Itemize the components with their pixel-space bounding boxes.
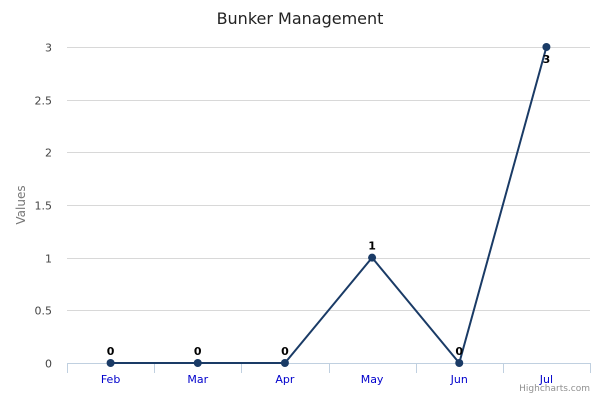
data-label: 3 — [543, 53, 551, 66]
data-point[interactable] — [280, 359, 289, 367]
x-tick-label: Apr — [275, 373, 295, 386]
data-label: 0 — [194, 345, 202, 358]
x-axis — [67, 363, 591, 373]
series-line[interactable] — [110, 46, 548, 364]
x-axis-tick-labels: Feb Mar Apr May Jun Jul — [101, 373, 553, 386]
data-label: 0 — [455, 345, 463, 358]
data-label: 0 — [107, 345, 115, 358]
y-tick-label: 0 — [45, 358, 52, 371]
y-tick-label: 2.5 — [35, 95, 53, 108]
data-label: 0 — [281, 345, 289, 358]
data-labels: 0 0 0 1 0 3 — [107, 53, 550, 358]
x-tick-label: Feb — [101, 373, 120, 386]
chart-title: Bunker Management — [217, 9, 384, 28]
y-tick-label: 1 — [45, 253, 52, 266]
x-tick-label: Mar — [187, 373, 208, 386]
data-point[interactable] — [368, 253, 377, 262]
data-point[interactable] — [542, 43, 551, 51]
y-tick-label: 2 — [45, 147, 52, 160]
data-point[interactable] — [455, 359, 464, 367]
grid-lines — [67, 47, 590, 311]
data-label: 1 — [368, 240, 376, 253]
y-tick-label: 0.5 — [35, 305, 53, 318]
data-point[interactable] — [193, 359, 202, 367]
y-axis-title: Values — [14, 185, 28, 224]
x-tick-label: Jul — [539, 373, 553, 386]
data-point[interactable] — [106, 359, 115, 367]
credits-link[interactable]: Highcharts.com — [519, 384, 590, 394]
y-axis-tick-labels: 0 0.5 1 1.5 2 2.5 3 — [35, 42, 53, 371]
y-tick-label: 1.5 — [35, 200, 53, 213]
series-group[interactable] — [106, 43, 551, 367]
x-tick-label: May — [361, 373, 384, 386]
x-tick-label: Jun — [450, 373, 468, 386]
y-tick-label: 3 — [45, 42, 52, 55]
